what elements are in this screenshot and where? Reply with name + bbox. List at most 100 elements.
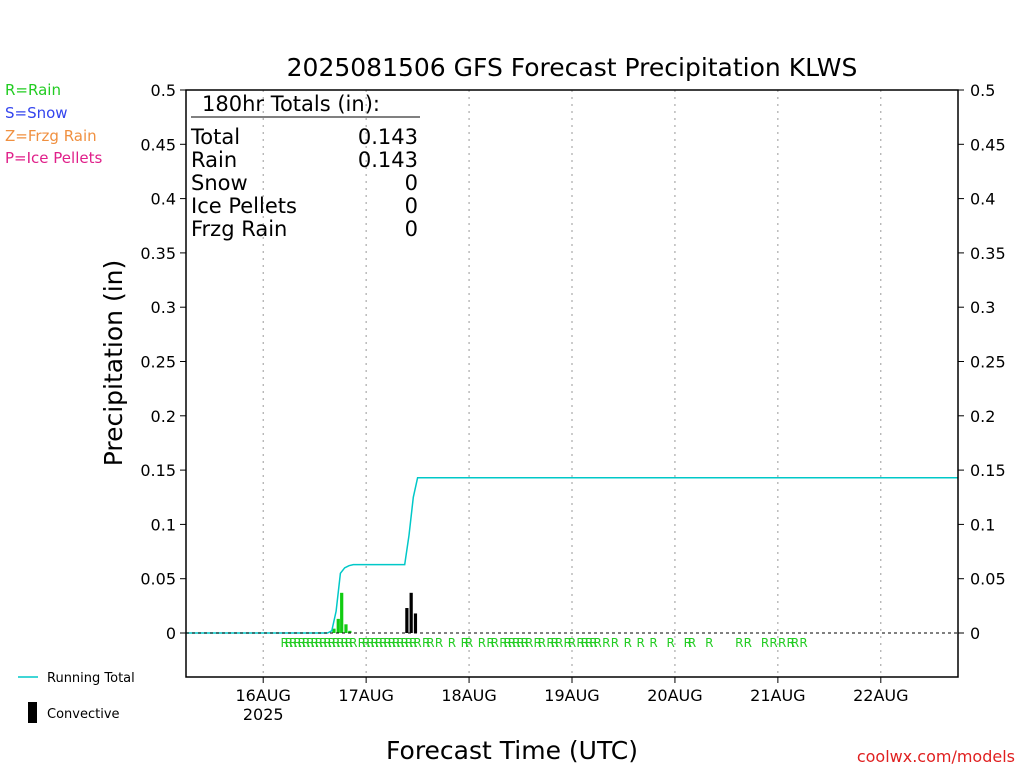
precip-type-letter: R: [735, 636, 743, 650]
precip-type-letter: R: [525, 636, 533, 650]
running-total-layer: [186, 476, 958, 634]
precip-type-letter: R: [375, 636, 383, 650]
rain-bar: [340, 592, 344, 633]
precip-type-letter: R: [649, 636, 657, 650]
y-tick-label-left: 0.1: [151, 515, 176, 534]
precip-type-letter: R: [684, 636, 692, 650]
precip-type-letter: R: [306, 636, 314, 650]
convective-bar: [413, 613, 418, 633]
precip-type-letter: R: [366, 636, 374, 650]
totals-row-value: 0: [405, 217, 418, 241]
precip-type-letter: R: [799, 636, 807, 650]
x-axis-label: Forecast Time (UTC): [386, 736, 638, 765]
precip-type-letter: R: [538, 636, 546, 650]
precip-type-letter: R: [602, 636, 610, 650]
precip-type-letter: R: [769, 636, 777, 650]
precip-type-letter: R: [302, 636, 310, 650]
precip-type-letter: R: [345, 636, 353, 650]
chart-title: 2025081506 GFS Forecast Precipitation KL…: [287, 53, 858, 82]
precip-type-letter: R: [319, 636, 327, 650]
precip-type-letter: R: [491, 636, 499, 650]
convective-bar: [409, 592, 413, 633]
precip-type-letter: R: [534, 636, 542, 650]
x-tick-label: 18AUG: [441, 686, 496, 705]
precip-type-legend: R=Rain S=Snow Z=Frzg Rain P=Ice Pellets: [5, 81, 102, 167]
precip-type-letter: R: [512, 636, 520, 650]
y-tick-label-left: 0.05: [140, 570, 176, 589]
y-tick-label-right: 0.3: [970, 298, 995, 317]
precip-type-letter: R: [551, 636, 559, 650]
precip-type-letter: R: [298, 636, 306, 650]
y-tick-label-right: 0.1: [970, 515, 995, 534]
precip-type-letter: R: [336, 636, 344, 650]
running-total-line: [186, 476, 958, 634]
precip-type-letter: R: [666, 636, 674, 650]
y-tick-label-right: 0.05: [970, 570, 1006, 589]
precip-type-letter: R: [285, 636, 293, 650]
y-tick-label-left: 0.3: [151, 298, 176, 317]
rain-bar: [344, 624, 348, 633]
precip-type-letter: R: [594, 636, 602, 650]
precip-type-letter: R: [422, 636, 430, 650]
precip-type-letter: R: [383, 636, 391, 650]
plot-frame: [185, 89, 959, 678]
precip-type-letter: R: [503, 636, 511, 650]
totals-row-value: 0.143: [358, 148, 418, 172]
precip-type-letter: R: [310, 636, 318, 650]
totals-header: 180hr Totals (in):: [202, 92, 380, 116]
precip-type-letter: R: [486, 636, 494, 650]
precip-type-letter: R: [362, 636, 370, 650]
totals-row-name: Frzg Rain: [191, 217, 287, 241]
x-tick-label: 19AUG: [544, 686, 599, 705]
precip-type-letter: R: [315, 636, 323, 650]
y-tick-label-left: 0: [166, 624, 176, 643]
precip-type-letter: R: [409, 636, 417, 650]
x-tick-label: 20AUG: [647, 686, 702, 705]
convective-bar: [405, 608, 409, 633]
y-tick-label-right: 0.15: [970, 461, 1006, 480]
precip-type-letter: R: [744, 636, 752, 650]
precip-type-letter: R: [589, 636, 597, 650]
totals-row-name: Snow: [191, 171, 248, 195]
convective-swatch: [28, 702, 37, 723]
precip-type-letter: R: [761, 636, 769, 650]
y-tick-label-left: 0.45: [140, 135, 176, 154]
y-tick-label-left: 0.2: [151, 407, 176, 426]
precip-type-letter: R: [564, 636, 572, 650]
precip-type-letter: R: [546, 636, 554, 650]
precip-type-letter: R: [341, 636, 349, 650]
rain-bar: [336, 618, 340, 633]
precip-type-letter: R: [581, 636, 589, 650]
y-tick-label-right: 0.5: [970, 81, 995, 100]
precip-type-letter: R: [791, 636, 799, 650]
precip-type-letter: R: [289, 636, 297, 650]
y-tick-label-right: 0.2: [970, 407, 995, 426]
totals-row-name: Rain: [191, 148, 237, 172]
precip-type-letter: R: [401, 636, 409, 650]
y-axis-left: 0 0.05 0.1 0.15 0.2 0.25 0.3 0.35 0.4 0.45 0.5: [140, 81, 186, 643]
totals-row-value: 0.143: [358, 125, 418, 149]
precip-type-letter: R: [568, 636, 576, 650]
y-tick-label-right: 0.35: [970, 244, 1006, 263]
precip-type-letter: R: [280, 636, 288, 650]
precip-type-letter: R: [323, 636, 331, 650]
precip-type-letter: R: [555, 636, 563, 650]
legend-freezing-rain: Z=Frzg Rain: [5, 127, 97, 145]
x-tick-label: 21AUG: [750, 686, 805, 705]
y-tick-label-right: 0.45: [970, 135, 1006, 154]
rain-bar: [332, 628, 336, 633]
precip-type-letter: R: [688, 636, 696, 650]
credit-text: coolwx.com/models: [857, 747, 1015, 766]
y-tick-label-left: 0.4: [151, 190, 176, 209]
precip-type-letter: R: [521, 636, 529, 650]
precip-type-letter: R: [349, 636, 357, 650]
x-tick-label: 17AUG: [338, 686, 393, 705]
precip-type-letter: R: [328, 636, 336, 650]
precip-type-letter: R: [388, 636, 396, 650]
precip-type-letter: R: [705, 636, 713, 650]
precip-type-letter: R: [413, 636, 421, 650]
y-tick-label-left: 0.25: [140, 353, 176, 372]
y-tick-label-right: 0.4: [970, 190, 995, 209]
legend-snow: S=Snow: [5, 104, 68, 122]
precip-bars: [332, 592, 418, 633]
